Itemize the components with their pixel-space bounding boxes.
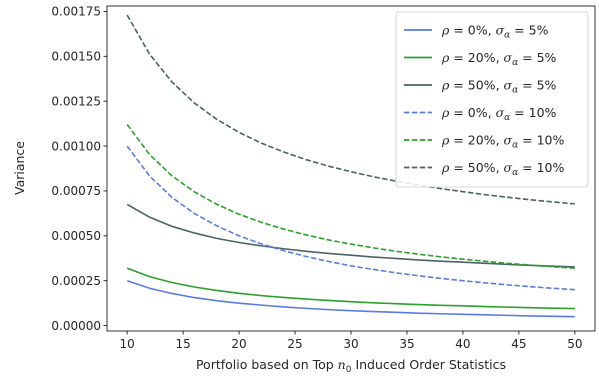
legend-entry-0: ρ = 0%, σα = 5% <box>441 23 549 41</box>
y-tick-label: 0.00175 <box>51 5 101 19</box>
x-axis-label-symbol: n <box>338 357 346 372</box>
series-lines <box>126 14 575 318</box>
x-tick-label: 10 <box>120 337 135 351</box>
legend-entry-2: ρ = 50%, σα = 5% <box>441 78 557 96</box>
x-axis-label-subscript: 0 <box>346 365 352 375</box>
legend: ρ = 0%, σα = 5% ρ = 20%, σα = 5% ρ = 50%, … <box>395 11 589 188</box>
series-line-1 <box>126 267 575 310</box>
legend-entry-3: ρ = 0%, σα = 10% <box>441 105 557 123</box>
series-line-0 <box>126 279 575 318</box>
y-tick-label: 0.00050 <box>51 229 101 243</box>
x-tick-label: 20 <box>231 337 246 351</box>
x-tick-label: 40 <box>455 337 470 351</box>
series-line-2 <box>126 203 575 268</box>
x-tick-label: 15 <box>175 337 190 351</box>
x-tick-label: 50 <box>567 337 582 351</box>
x-tick-label: 25 <box>287 337 302 351</box>
x-axis-label-prefix: Portfolio based on Top <box>196 357 338 372</box>
y-tick-label: 0.00125 <box>51 94 101 108</box>
y-axis: 0.00000 0.00025 0.00050 0.00075 0.00100 0.001… <box>51 5 107 333</box>
legend-entry-5: ρ = 50%, σα = 10% <box>441 160 564 178</box>
series-line-5 <box>126 14 575 205</box>
x-axis: 10 15 20 25 30 35 40 45 50 <box>120 331 582 351</box>
legend-frame <box>395 11 589 188</box>
x-axis-label-suffix: Induced Order Statistics <box>351 357 506 372</box>
y-tick-label: 0.00075 <box>51 184 101 198</box>
y-tick-label: 0.00000 <box>51 319 101 333</box>
x-axis-label: Portfolio based on Top n0 Induced Order … <box>196 357 506 375</box>
series-line-3 <box>126 145 575 291</box>
legend-entry-1: ρ = 20%, σα = 5% <box>441 50 557 68</box>
series-line-4 <box>126 124 575 269</box>
legend-entry-4: ρ = 20%, σα = 10% <box>441 133 564 151</box>
x-tick-label: 30 <box>343 337 358 351</box>
y-tick-label: 0.00100 <box>51 139 101 153</box>
x-tick-label: 35 <box>399 337 414 351</box>
y-tick-label: 0.00025 <box>51 274 101 288</box>
y-axis-label: Variance <box>12 141 27 195</box>
y-tick-label: 0.00150 <box>51 50 101 64</box>
x-tick-label: 45 <box>511 337 526 351</box>
